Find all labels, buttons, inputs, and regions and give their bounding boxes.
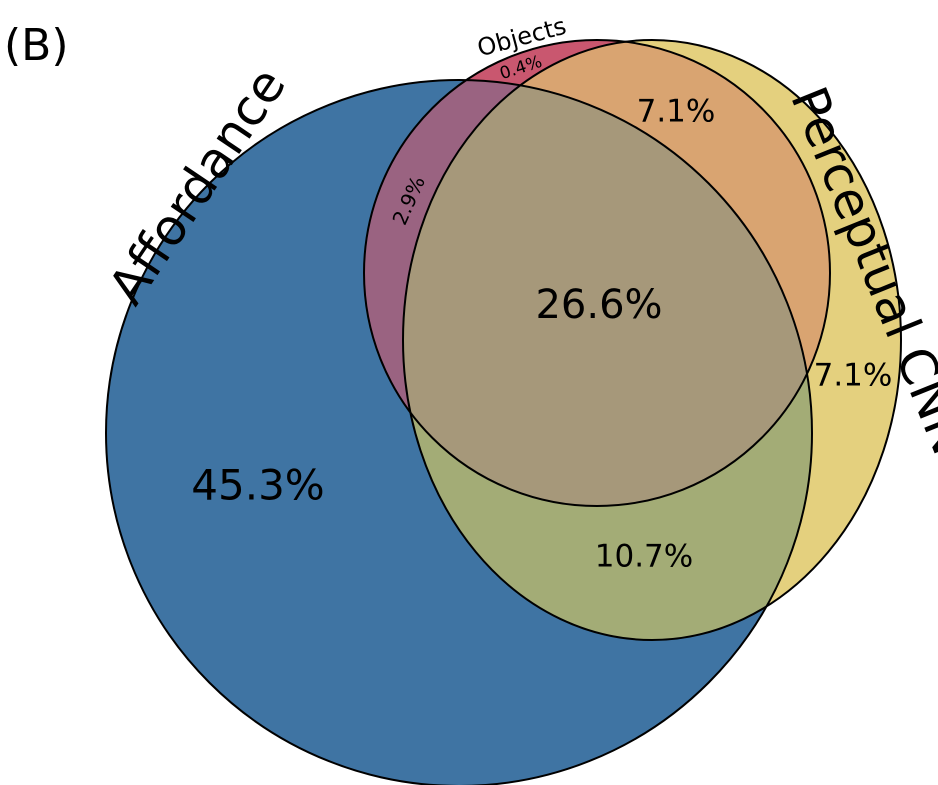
objects-perceptual-value: 7.1% [637,94,716,130]
affordance-perceptual-value: 10.7% [595,539,693,575]
perceptual-only-value: 7.1% [814,358,893,394]
affordance-only-value: 45.3% [191,461,324,510]
perceptual-cnn-outline [402,39,902,641]
panel-label: (B) [4,20,69,71]
objects-outline [363,39,831,507]
affordance-outline [105,79,813,785]
all-three-value: 26.6% [535,282,662,328]
